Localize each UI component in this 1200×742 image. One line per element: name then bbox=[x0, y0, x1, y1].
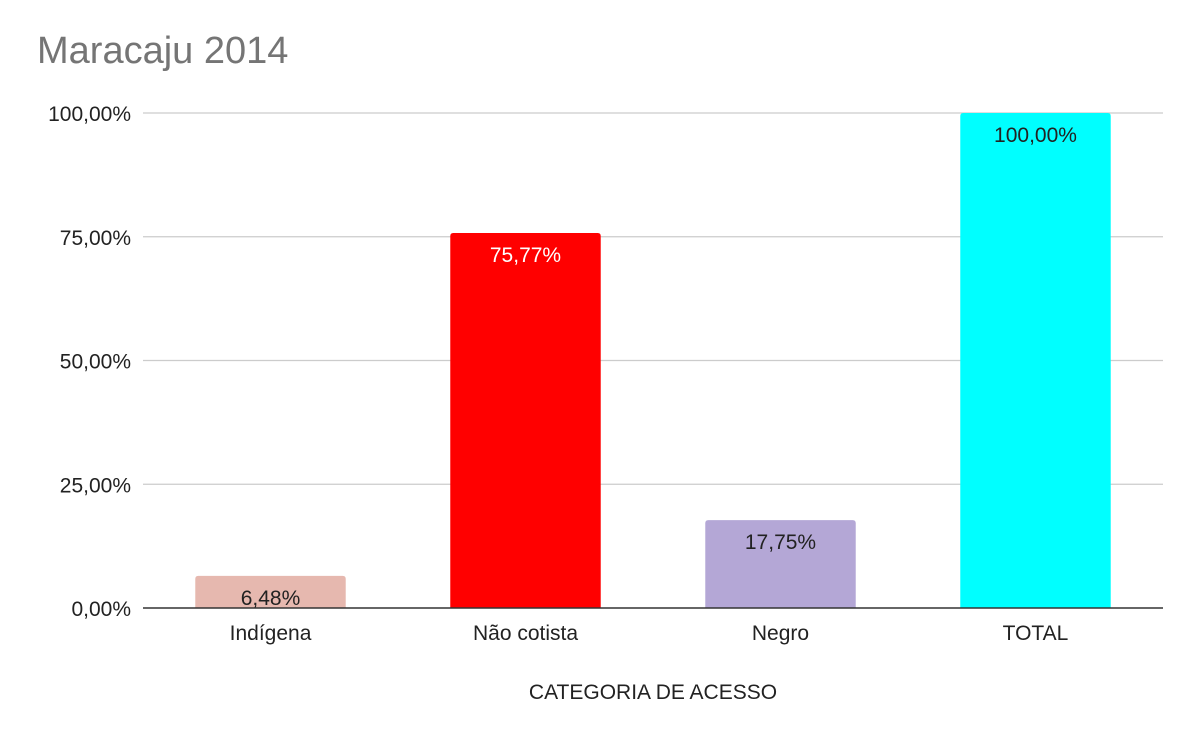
y-tick-label: 50,00% bbox=[60, 351, 131, 374]
chart-title: Maracaju 2014 bbox=[37, 30, 289, 72]
bar bbox=[450, 232, 601, 608]
y-tick-label: 100,00% bbox=[48, 103, 131, 126]
x-tick-label: Negro bbox=[752, 622, 809, 645]
bar-value-label: 17,75% bbox=[745, 531, 816, 554]
bar bbox=[960, 113, 1111, 608]
bars bbox=[195, 113, 1111, 608]
y-axis-tick-labels: 0,00% 25,00% 50,00% 75,00% 100,00% bbox=[48, 103, 131, 621]
x-tick-label: Não cotista bbox=[473, 622, 578, 645]
y-tick-label: 25,00% bbox=[60, 474, 131, 497]
y-tick-label: 75,00% bbox=[60, 227, 131, 250]
y-tick-label: 0,00% bbox=[71, 598, 131, 621]
bar-value-label: 100,00% bbox=[994, 124, 1077, 147]
bar-value-labels: 6,48% 75,77% 17,75% 100,00% bbox=[241, 124, 1077, 610]
bar bbox=[195, 575, 346, 608]
x-tick-label: Indígena bbox=[230, 622, 312, 645]
x-axis-title: CATEGORIA DE ACESSO bbox=[529, 681, 777, 704]
bar-value-label: 75,77% bbox=[490, 244, 561, 267]
bar-value-label: 6,48% bbox=[241, 587, 301, 610]
x-axis-tick-labels: Indígena Não cotista Negro TOTAL bbox=[230, 622, 1069, 645]
x-tick-label: TOTAL bbox=[1003, 622, 1069, 645]
bar bbox=[705, 520, 856, 608]
